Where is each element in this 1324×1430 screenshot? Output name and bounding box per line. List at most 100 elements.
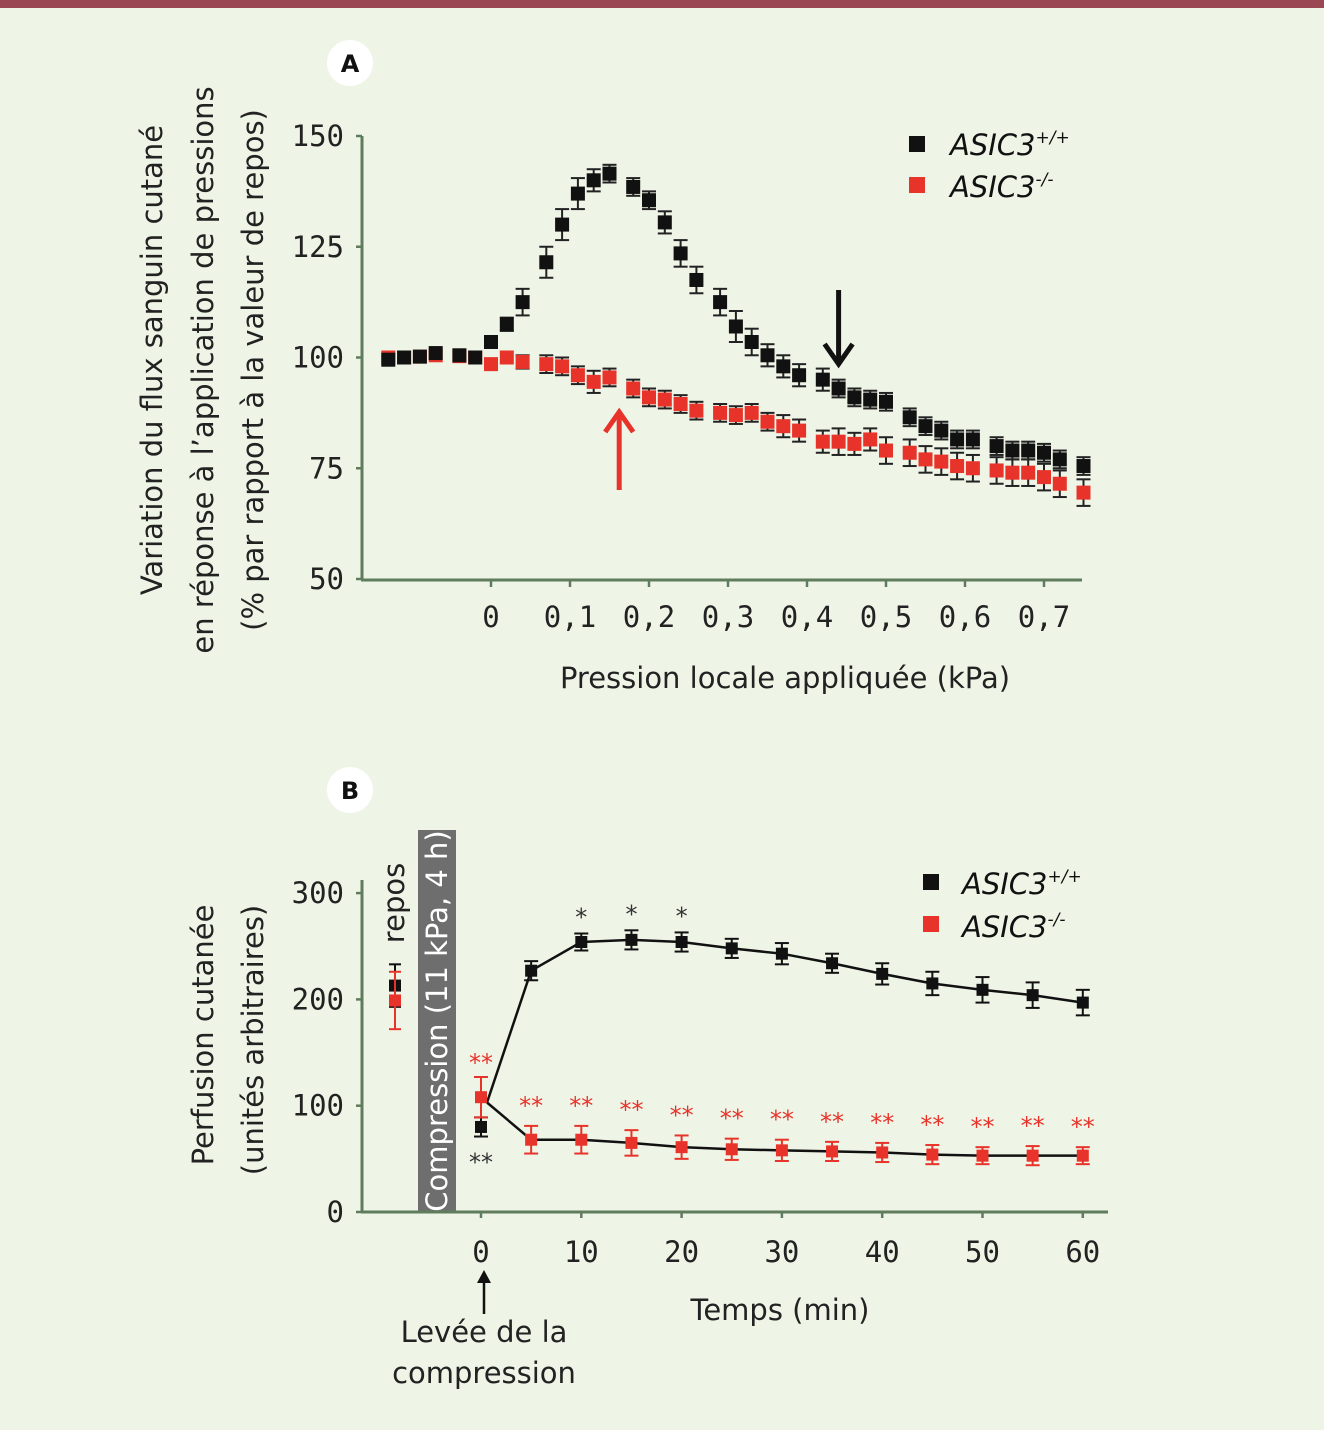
y-tick-label: 50 — [309, 562, 344, 596]
y-tick-label: 75 — [309, 451, 344, 485]
x-tick-label: 20 — [664, 1235, 699, 1269]
x-tick-label: 0 — [482, 600, 499, 634]
panel-b-y-label-line-1: Perfusion cutanée — [186, 905, 220, 1166]
wildtype-point — [555, 217, 570, 232]
panel-b-legend: ASIC3+/+ ASIC3-/- — [923, 867, 1082, 944]
wildtype-point — [626, 179, 641, 194]
wildtype-significance-marker: * — [575, 903, 587, 931]
knockout-point — [934, 454, 949, 469]
wildtype-point — [989, 439, 1004, 454]
y-tick-label: 125 — [292, 230, 344, 264]
wildtype-point — [673, 246, 688, 261]
wildtype-point — [381, 352, 396, 367]
wildtype-point — [744, 334, 759, 349]
knockout-point — [602, 370, 617, 385]
wildtype-point — [863, 392, 878, 407]
wildtype-point — [976, 983, 989, 996]
legend-label-wildtype: ASIC3+/+ — [960, 867, 1082, 901]
wildtype-point — [657, 215, 672, 230]
wildtype-point — [831, 381, 846, 396]
knockout-significance-marker: ** — [820, 1108, 844, 1136]
repos-label: repos — [377, 863, 411, 943]
knockout-significance-marker: ** — [770, 1106, 794, 1134]
release-label-line-2: compression — [392, 1356, 576, 1390]
wildtype-point — [934, 423, 949, 438]
wildtype-point — [760, 348, 775, 363]
wildtype-significance-marker: ** — [469, 1149, 493, 1177]
wildtype-point — [412, 349, 427, 364]
wildtype-point — [775, 947, 788, 960]
wildtype-point — [484, 334, 498, 349]
wildtype-point — [397, 350, 412, 365]
wildtype-point — [879, 394, 893, 409]
y-tick-label: 150 — [292, 119, 344, 153]
wildtype-point — [847, 390, 862, 405]
wildtype-arrow-head — [822, 342, 855, 369]
panel-a-letter: A — [341, 50, 360, 78]
knockout-significance-marker: ** — [971, 1113, 995, 1141]
x-tick-label: 30 — [764, 1235, 799, 1269]
knockout-point — [1052, 476, 1067, 491]
y-tick-label: 100 — [292, 341, 344, 375]
panel-b-letter: B — [341, 777, 359, 805]
knockout-point — [1005, 465, 1020, 480]
panel-b-badge — [327, 767, 373, 813]
wildtype-point — [926, 977, 939, 990]
wildtype-point — [713, 295, 728, 310]
knockout-point — [675, 1141, 688, 1154]
x-tick-label: 10 — [564, 1235, 599, 1269]
knockout-significance-marker: ** — [670, 1101, 694, 1129]
panel-b: B Perfusion cutanée (unités arbitraires)… — [186, 767, 1108, 1390]
wildtype-point — [1021, 443, 1036, 458]
knockout-point — [515, 354, 530, 369]
knockout-point — [976, 1149, 989, 1162]
knockout-point — [926, 1148, 939, 1161]
wildtype-point — [728, 319, 743, 334]
panel-a-x-axis-label: Pression locale appliquée (kPa) — [560, 661, 1010, 695]
panel-b-x-axis-label: Temps (min) — [690, 1293, 870, 1327]
y-label-line-2: en réponse à l’application de pressions — [186, 86, 220, 653]
wildtype-significance-marker: * — [676, 902, 688, 930]
knockout-point — [657, 392, 672, 407]
wildtype-point — [815, 372, 830, 387]
wildtype-point — [1076, 459, 1091, 474]
x-tick-label: 0,5 — [860, 600, 912, 634]
wildtype-point — [642, 193, 656, 208]
wildtype-point — [1052, 452, 1067, 467]
knockout-point — [570, 368, 585, 383]
knockout-point — [728, 408, 743, 423]
knockout-rest-point — [389, 994, 401, 1007]
x-tick-label: 60 — [1065, 1235, 1100, 1269]
wildtype-point — [776, 359, 791, 374]
knockout-point — [539, 357, 554, 372]
legend-marker-knockout — [923, 916, 939, 932]
wildtype-significance-marker: * — [625, 900, 637, 928]
x-tick-label: 0,3 — [702, 600, 754, 634]
wildtype-point — [570, 186, 585, 201]
wildtype-point — [602, 166, 617, 181]
knockout-point — [689, 403, 704, 418]
wildtype-point — [918, 419, 933, 434]
compression-band — [418, 830, 456, 1212]
wildtype-point — [876, 967, 889, 980]
knockout-significance-marker: ** — [1021, 1112, 1045, 1140]
knockout-point — [1037, 470, 1051, 485]
wildtype-point — [1026, 989, 1039, 1002]
wildtype-point — [689, 272, 704, 287]
wildtype-point — [950, 432, 965, 447]
wildtype-point — [1076, 996, 1089, 1009]
x-tick-label: 0,1 — [544, 600, 596, 634]
knockout-point — [792, 423, 807, 438]
knockout-point — [826, 1145, 839, 1158]
knockout-point — [642, 390, 656, 405]
panel-a-legend: ASIC3+/+ ASIC3-/- — [909, 128, 1070, 204]
wildtype-point — [965, 432, 980, 447]
panel-a: A Variation du flux sanguin cutané en ré… — [135, 40, 1091, 695]
knockout-point — [499, 350, 514, 365]
wildtype-point — [725, 942, 738, 955]
wildtype-point — [475, 1120, 487, 1133]
knockout-significance-marker: ** — [870, 1109, 894, 1137]
knockout-point — [847, 436, 862, 451]
knockout-point — [760, 414, 775, 429]
